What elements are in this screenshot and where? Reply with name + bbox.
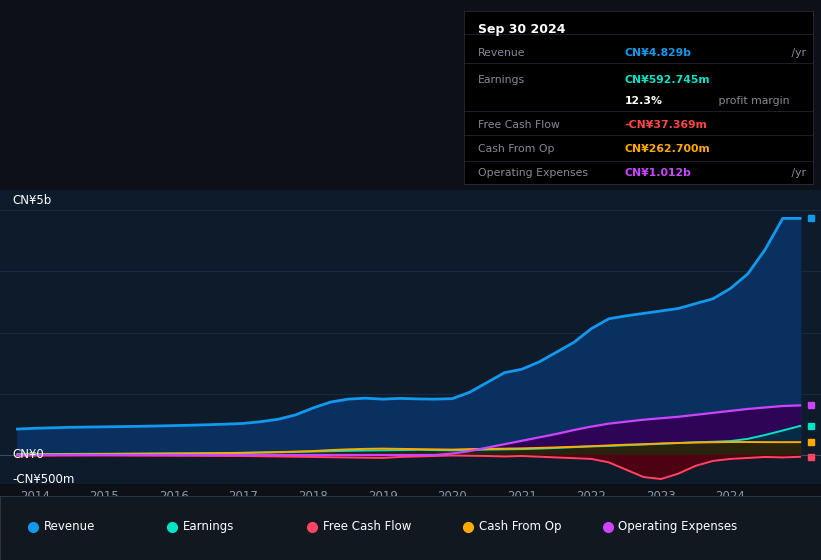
Text: Free Cash Flow: Free Cash Flow	[323, 520, 411, 533]
Text: Operating Expenses: Operating Expenses	[618, 520, 737, 533]
Text: -CN¥500m: -CN¥500m	[12, 473, 75, 486]
Text: /yr: /yr	[787, 169, 805, 178]
Text: Earnings: Earnings	[478, 75, 525, 85]
Text: Operating Expenses: Operating Expenses	[478, 169, 588, 178]
Text: CN¥262.700m: CN¥262.700m	[624, 144, 710, 154]
Text: Sep 30 2024: Sep 30 2024	[478, 24, 566, 36]
Text: /yr: /yr	[787, 48, 805, 58]
Text: -CN¥37.369m: -CN¥37.369m	[624, 120, 707, 130]
Text: Cash From Op: Cash From Op	[478, 144, 554, 154]
Text: CN¥4.829b: CN¥4.829b	[624, 48, 691, 58]
Text: CN¥0: CN¥0	[12, 449, 44, 461]
Text: Earnings: Earnings	[183, 520, 235, 533]
Text: profit margin: profit margin	[715, 96, 790, 106]
Text: Revenue: Revenue	[44, 520, 95, 533]
Text: Revenue: Revenue	[478, 48, 525, 58]
Text: CN¥5b: CN¥5b	[12, 194, 52, 207]
Text: Cash From Op: Cash From Op	[479, 520, 561, 533]
Text: CN¥1.012b: CN¥1.012b	[624, 169, 691, 178]
Text: Free Cash Flow: Free Cash Flow	[478, 120, 560, 130]
Text: 12.3%: 12.3%	[624, 96, 663, 106]
Text: CN¥592.745m: CN¥592.745m	[624, 75, 710, 85]
